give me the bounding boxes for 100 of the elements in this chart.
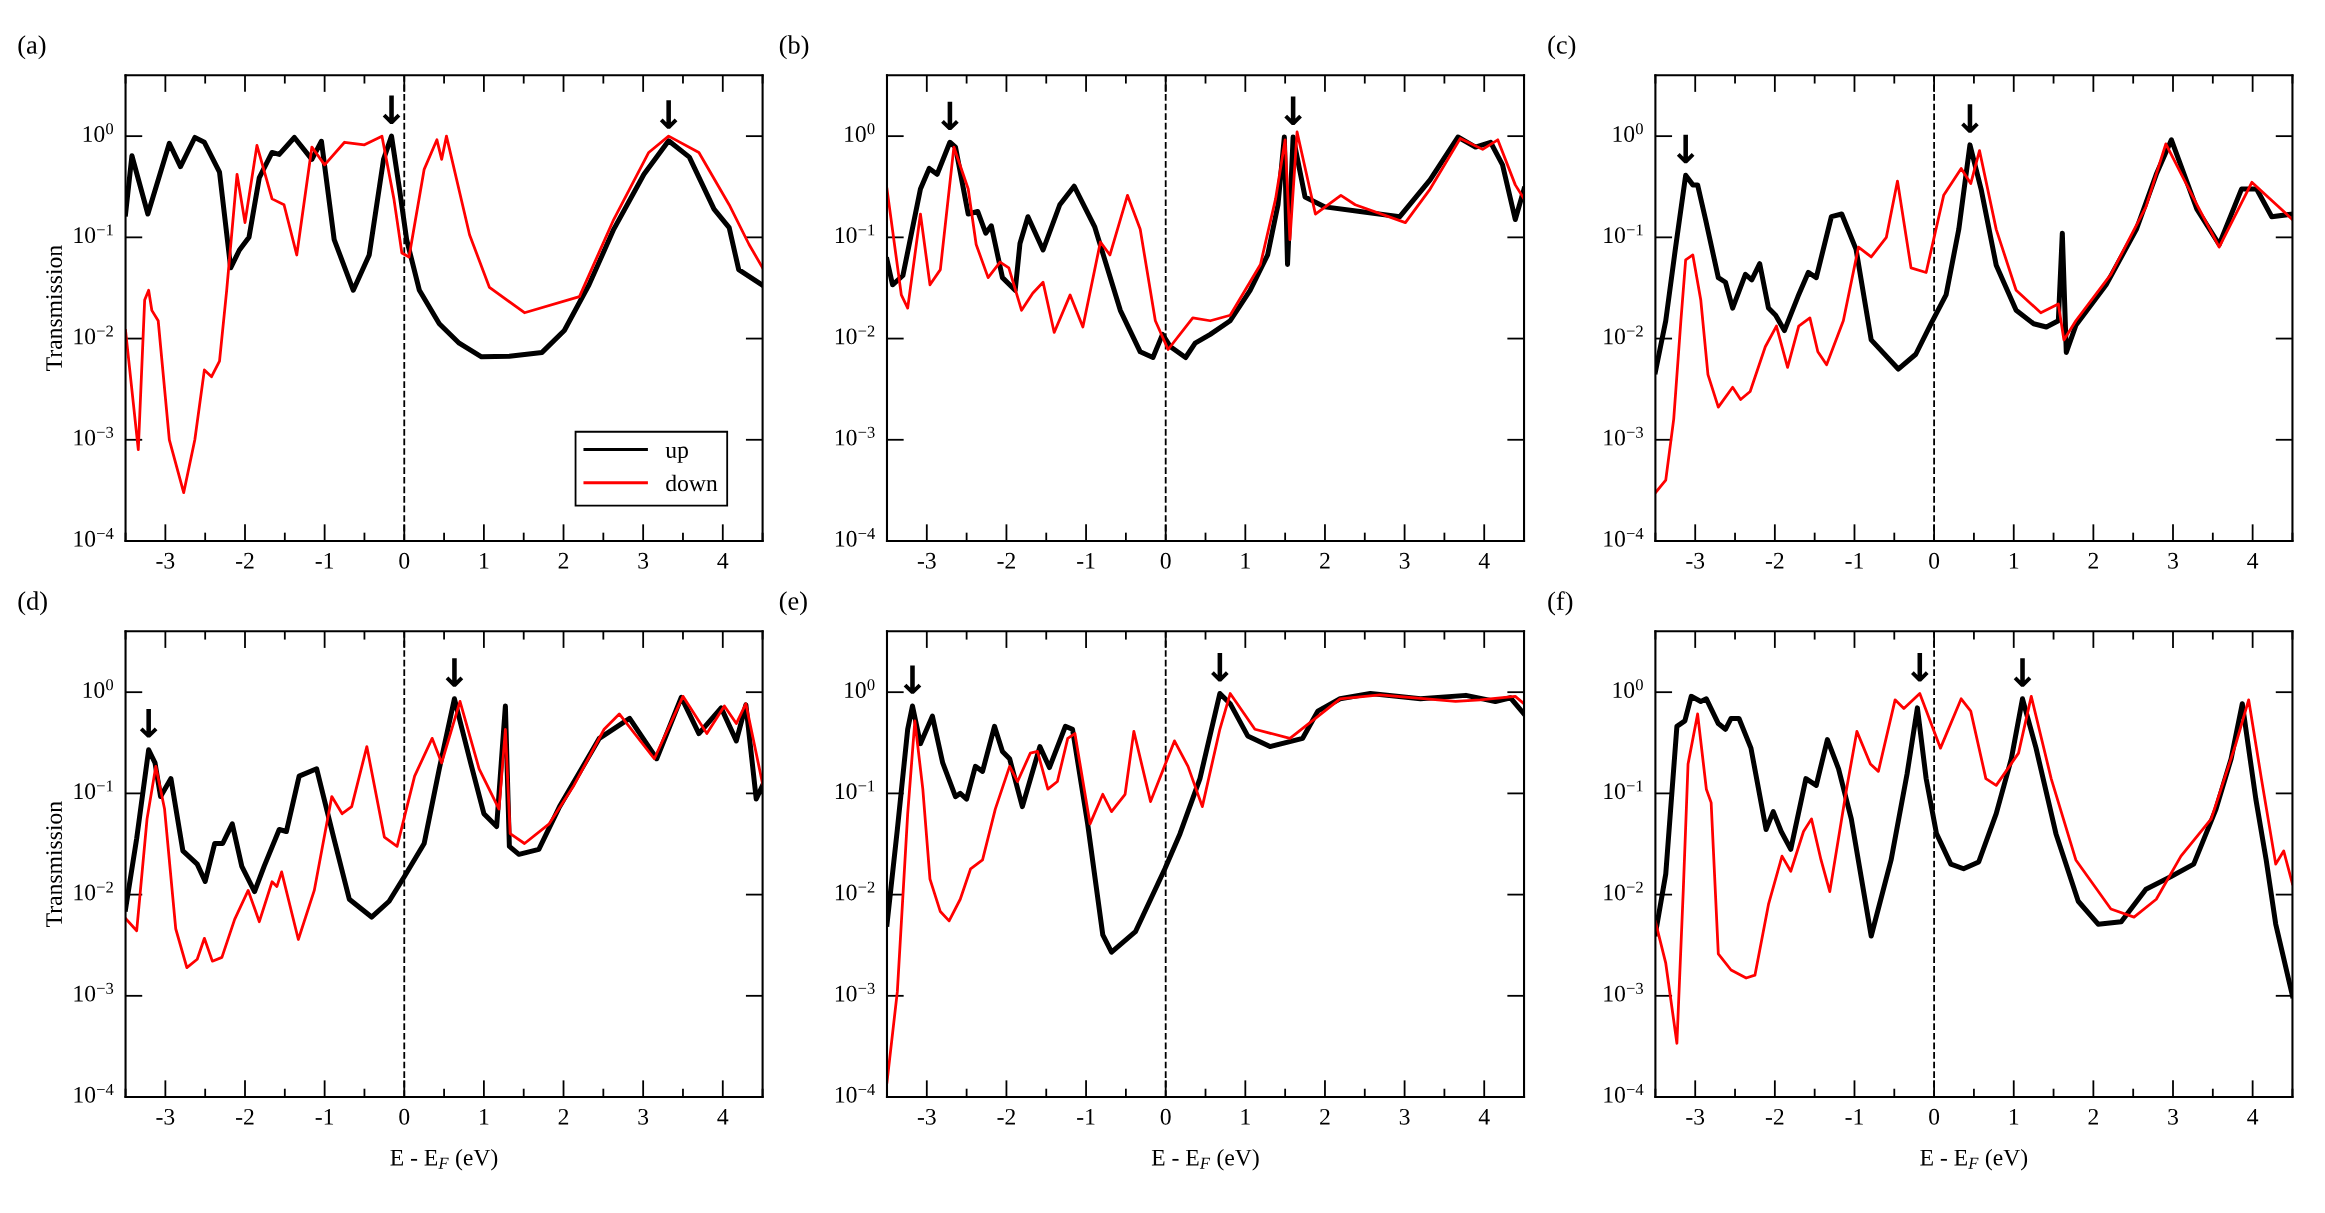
x-tick-label: 0 — [1929, 552, 1940, 569]
x-tick-label: -2 — [997, 1108, 1015, 1125]
annotation: ↓ — [1961, 104, 1979, 133]
chart-title: (e) — [779, 591, 807, 616]
annotation: ↓ — [1911, 652, 1929, 682]
chart-title: (b) — [779, 35, 809, 60]
chart-title: (c) — [1548, 35, 1576, 60]
y-tick-label: 10$^{−3}$ — [835, 982, 875, 1002]
x-tick-label: 1 — [1241, 1108, 1250, 1125]
y-tick-label: 10$^{0}$ — [845, 123, 875, 142]
x-tick-label: 4 — [1478, 552, 1490, 569]
x-axis-title: E - E$_{F}$ (eV) — [390, 1149, 498, 1171]
y-tick-label: 10$^{−1}$ — [1604, 780, 1643, 800]
x-tick-label: -3 — [1686, 1108, 1705, 1125]
x-tick-label: -3 — [156, 552, 175, 569]
x-tick-label: 2 — [1320, 552, 1330, 569]
annotation: ↓ — [1676, 134, 1695, 164]
y-tick-label: 10$^{−4}$ — [74, 1084, 114, 1103]
x-tick-label: 3 — [1399, 552, 1410, 569]
x-tick-label: 4 — [717, 552, 729, 569]
annotation: ↓ — [2013, 658, 2032, 687]
x-tick-label: -1 — [1077, 552, 1095, 569]
y-tick-label: 10$^{0}$ — [83, 123, 114, 142]
annotation: ↓ — [139, 709, 158, 738]
x-tick-label: 0 — [1929, 1108, 1940, 1125]
legend-label: down — [666, 474, 718, 492]
x-tick-label: 1 — [2009, 552, 2019, 569]
y-tick-label: 10$^{−4}$ — [1604, 528, 1644, 547]
y-tick-label: 10$^{−1}$ — [835, 780, 875, 800]
x-tick-label: 0 — [1160, 1108, 1171, 1125]
chart-title: (a) — [18, 35, 46, 60]
x-tick-label: 0 — [1160, 552, 1171, 569]
line-series — [886, 692, 1525, 1084]
y-tick-label: 10$^{−2}$ — [1604, 881, 1643, 901]
x-tick-label: 0 — [399, 552, 410, 569]
y-axis-title: Transmission — [46, 245, 63, 371]
x-tick-label: 0 — [399, 1108, 410, 1125]
x-tick-label: -2 — [1765, 552, 1784, 569]
x-axis-title: E - E$_{F}$ (eV) — [1920, 1149, 2028, 1171]
x-tick-label: 4 — [2247, 1108, 2259, 1125]
y-tick-label: 10$^{−3}$ — [835, 426, 875, 446]
y-tick-label: 10$^{−1}$ — [74, 780, 113, 800]
y-tick-label: 10$^{−1}$ — [74, 224, 113, 244]
annotation: ↓ — [382, 95, 401, 124]
line-series — [125, 134, 763, 495]
y-axis-title: Transmission — [46, 801, 63, 927]
x-tick-label: 3 — [1399, 1108, 1410, 1125]
x-tick-label: -2 — [1765, 1108, 1784, 1125]
x-tick-label: 3 — [2168, 1108, 2178, 1125]
x-tick-label: 3 — [638, 552, 649, 569]
x-tick-label: 1 — [1241, 552, 1250, 569]
x-tick-label: -1 — [1845, 552, 1863, 569]
y-tick-label: 10$^{−2}$ — [74, 325, 113, 345]
x-tick-label: 1 — [2009, 1108, 2019, 1125]
x-tick-label: 4 — [1478, 1108, 1490, 1125]
y-tick-label: 10$^{−4}$ — [74, 528, 114, 547]
y-tick-label: 10$^{0}$ — [1613, 679, 1643, 699]
x-tick-label: -3 — [156, 1108, 175, 1125]
chart-title: (d) — [18, 591, 47, 616]
x-tick-label: -3 — [1686, 552, 1705, 569]
y-tick-label: 10$^{−4}$ — [835, 528, 875, 547]
y-tick-label: 10$^{−2}$ — [835, 325, 875, 345]
y-tick-label: 10$^{−3}$ — [1604, 982, 1643, 1002]
y-tick-label: 10$^{0}$ — [1613, 123, 1643, 142]
x-tick-label: 2 — [2088, 552, 2098, 569]
y-tick-label: 10$^{−1}$ — [835, 224, 875, 244]
x-tick-label: 2 — [558, 1108, 569, 1125]
x-tick-label: 1 — [480, 1108, 489, 1125]
annotation: ↓ — [941, 101, 959, 131]
y-tick-label: 10$^{−2}$ — [835, 881, 875, 901]
annotation: ↓ — [1284, 96, 1302, 125]
x-tick-label: 4 — [717, 1108, 729, 1125]
x-tick-label: -2 — [997, 552, 1015, 569]
y-tick-label: 10$^{−2}$ — [1604, 325, 1643, 345]
x-tick-label: 1 — [480, 552, 489, 569]
annotation: ↓ — [1211, 652, 1229, 682]
y-tick-label: 10$^{−1}$ — [1604, 224, 1643, 244]
annotation: ↓ — [903, 665, 922, 694]
x-tick-label: -1 — [315, 552, 334, 569]
x-tick-label: -3 — [917, 552, 936, 569]
annotation: ↓ — [445, 658, 464, 687]
x-tick-label: -1 — [1077, 1108, 1095, 1125]
x-tick-label: -1 — [315, 1108, 334, 1125]
x-tick-label: -2 — [236, 552, 254, 569]
x-tick-label: -1 — [1845, 1108, 1863, 1125]
x-tick-label: -3 — [917, 1108, 936, 1125]
y-tick-label: 10$^{0}$ — [845, 679, 875, 699]
y-tick-label: 10$^{−4}$ — [835, 1084, 875, 1103]
y-tick-label: 10$^{−2}$ — [74, 881, 113, 901]
line-series — [125, 694, 763, 969]
x-tick-label: -2 — [236, 1108, 254, 1125]
x-axis-title: E - E$_{F}$ (eV) — [1151, 1149, 1259, 1171]
x-tick-label: 4 — [2247, 552, 2259, 569]
x-tick-label: 3 — [638, 1108, 649, 1125]
y-tick-label: 10$^{−3}$ — [1604, 426, 1643, 446]
x-tick-label: 2 — [1320, 1108, 1330, 1125]
chart-title: (f) — [1548, 591, 1573, 616]
y-tick-label: 10$^{−3}$ — [74, 982, 114, 1002]
x-tick-label: 3 — [2168, 552, 2178, 569]
y-tick-label: 10$^{−3}$ — [74, 426, 114, 446]
